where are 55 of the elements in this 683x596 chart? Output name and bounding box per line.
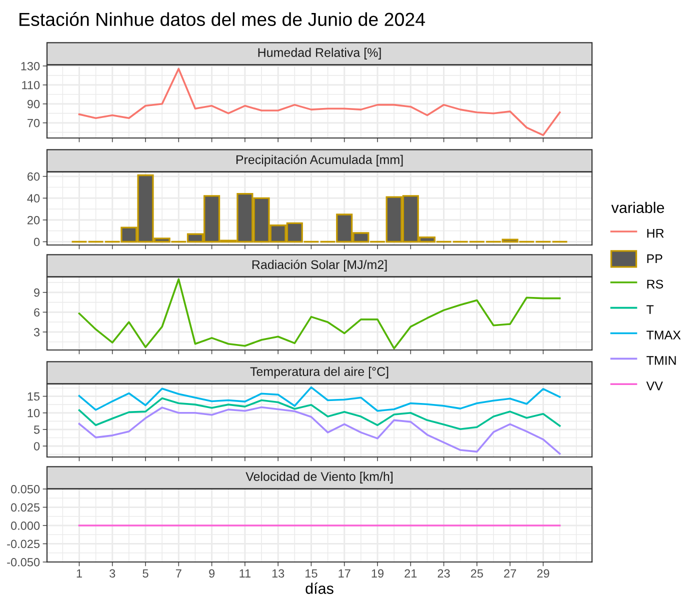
y-tick-label: 10 xyxy=(28,408,40,418)
legend-label: TMIN xyxy=(646,356,676,365)
x-tick-label: 29 xyxy=(537,569,550,578)
y-tick-label: 9 xyxy=(34,288,40,297)
y-tick-label: 0 xyxy=(34,238,40,246)
x-tick-label: 17 xyxy=(338,569,350,578)
x-tick-label: 21 xyxy=(404,569,417,578)
x-tick-label: 7 xyxy=(176,569,182,578)
y-tick-label: 6 xyxy=(34,308,40,317)
x-tick-label: 5 xyxy=(142,569,148,578)
y-tick-label: 15 xyxy=(28,392,40,401)
x-tick-label: 23 xyxy=(438,569,450,578)
x-tick-label: 19 xyxy=(372,569,384,578)
y-tick-label: 5 xyxy=(34,426,40,434)
legend-label: PP xyxy=(647,254,662,264)
y-tick-label: 0.050 xyxy=(10,485,40,494)
x-tick-label: 27 xyxy=(504,569,516,578)
x-tick-label: 9 xyxy=(209,569,215,578)
y-tick-label: 130 xyxy=(21,62,40,70)
y-tick-label: 0.000 xyxy=(10,522,40,530)
legend-title: variable xyxy=(611,202,664,214)
y-tick-label: -0.025 xyxy=(7,540,40,548)
x-tick-label: 15 xyxy=(306,569,318,578)
line-series xyxy=(78,278,561,350)
legend-label: RS xyxy=(647,280,664,289)
line-series xyxy=(78,397,561,430)
x-tick-label: 11 xyxy=(240,569,250,578)
y-tick-label: 0.025 xyxy=(10,503,40,512)
legend-label: T xyxy=(646,305,654,314)
chart-title: Estación Ninhue datos del mes de Junio de 2024 xyxy=(20,12,426,26)
x-tick-label: 3 xyxy=(110,569,116,578)
y-tick-label: -0.050 xyxy=(7,558,40,566)
chart-subtitle: Velocidad de Viento [km/h] xyxy=(246,472,393,484)
x-tick-label: 13 xyxy=(272,569,284,578)
y-tick-label: 0 xyxy=(34,442,40,450)
chart-subtitle: Temperatura del aire [°C] xyxy=(250,366,388,378)
chart-subtitle: Humedad Relativa [%] xyxy=(258,48,381,60)
y-tick-label: 60 xyxy=(28,172,40,181)
y-tick-label: 3 xyxy=(34,328,40,336)
legend-label: HR xyxy=(647,228,664,238)
y-tick-label: 40 xyxy=(27,194,40,203)
legend-label: TMAX xyxy=(646,330,681,340)
legend-label: VV xyxy=(646,382,663,390)
chart-subtitle: Precipitación Acumulada [mm] xyxy=(236,154,403,167)
x-axis-title: días xyxy=(306,582,334,594)
chart-subtitle: Radiación Solar [MJ/m2] xyxy=(252,260,387,272)
y-tick-label: 70 xyxy=(28,118,40,128)
line-series xyxy=(78,386,561,412)
line-series xyxy=(78,406,561,455)
line-series xyxy=(78,68,561,136)
y-tick-label: 110 xyxy=(22,80,40,90)
y-tick-label: 90 xyxy=(27,100,40,108)
x-tick-label: 1 xyxy=(76,569,82,578)
y-tick-label: 20 xyxy=(28,216,40,224)
x-tick-label: 25 xyxy=(470,569,483,578)
